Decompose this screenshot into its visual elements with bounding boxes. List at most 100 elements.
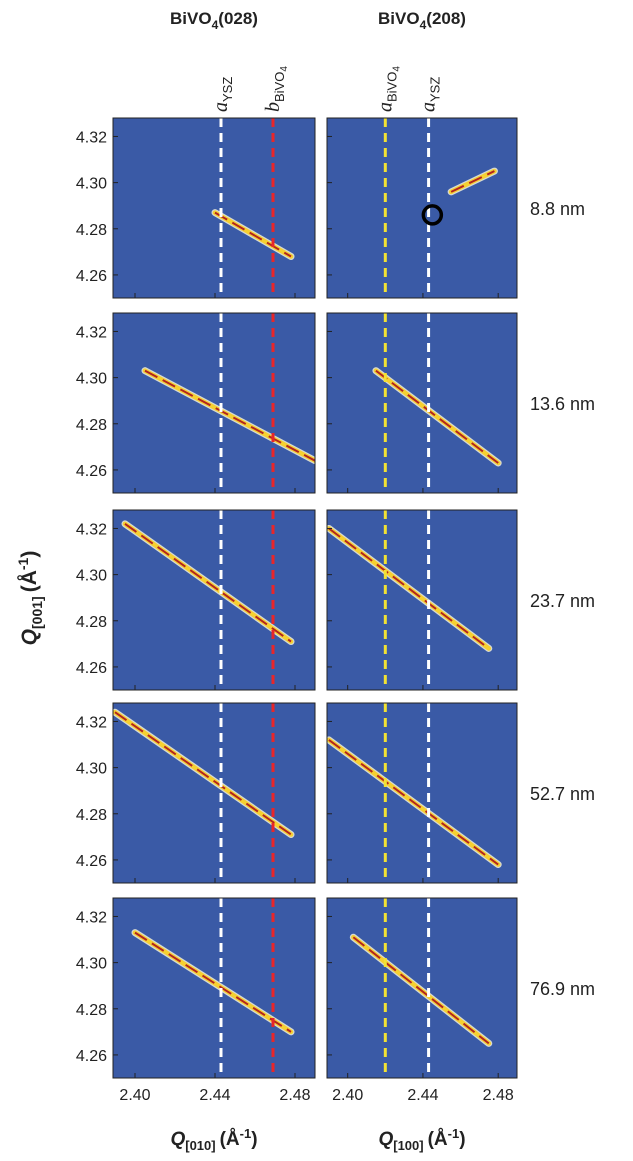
row-label: 8.8 nm [530,199,585,219]
y-tick-label: 4.32 [76,129,107,146]
ref-label: aYSZ [210,77,235,112]
ref-sub: YSZ [220,77,235,102]
panel [327,898,517,1078]
y-tick-label: 4.32 [76,909,107,926]
row-label: 23.7 nm [530,591,595,611]
streak-core [214,211,292,258]
title-sub: 4 [212,18,219,32]
panel-bg [113,898,315,1078]
y-tick-label: 4.26 [76,853,107,870]
x-tick-label: 2.40 [119,1087,150,1104]
panel-frame [326,117,518,299]
row-label: 52.7 nm [530,784,595,804]
ref-label: bBiVO4 [262,66,290,112]
panel-frame [326,509,518,691]
marker-circle [421,204,444,226]
panel [327,703,517,883]
streak-core [375,369,499,464]
ref-label: aBiVO4 [374,66,402,112]
panel-frame [112,897,316,1079]
label-sup: -1 [448,1126,460,1141]
y-tick-label: 4.30 [76,956,107,973]
label-sub: [010] [185,1138,215,1153]
panel [327,118,517,298]
ref-symbol: a [210,102,232,112]
panel-bg [113,313,315,493]
x-axis-label: Q[010] (Å-1) [170,1126,257,1153]
y-tick-label: 4.28 [76,1002,107,1019]
x-tick-label: 2.48 [279,1087,310,1104]
streak-core [134,931,292,1033]
x-axis-label: Q[100] (Å-1) [378,1126,465,1153]
label-end: ) [459,1129,465,1150]
panel [113,313,315,493]
y-tick-label: 4.30 [76,568,107,585]
y-tick-label: 4.30 [76,176,107,193]
y-tick-label: 4.28 [76,614,107,631]
panel-frame [326,897,518,1079]
streak-core [328,739,499,866]
panel [113,703,315,883]
panel [327,313,517,493]
label-unit: (Å [220,1129,240,1150]
ref-label: aYSZ [418,77,443,112]
y-tick-label: 4.26 [76,660,107,677]
label-main: Q [18,629,41,645]
y-tick-label: 4.26 [76,1048,107,1065]
x-tick-label: 2.44 [407,1087,438,1104]
label-sub: [100] [393,1138,423,1153]
y-tick-label: 4.32 [76,324,107,341]
x-tick-label: 2.44 [199,1087,230,1104]
column-title: BiVO4(028) [170,9,258,32]
ref-sub: BiVO [272,72,287,102]
panel-bg [113,118,315,298]
ref-symbol: a [418,102,440,112]
ref-sub: YSZ [428,77,443,102]
streak-core [328,527,490,650]
panel-frame [112,117,316,299]
x-tick-label: 2.40 [332,1087,363,1104]
streak-core [352,936,490,1045]
row-label: 13.6 nm [530,394,595,414]
title-sub: 4 [420,18,427,32]
y-axis-label: Q[001] (Å-1) [15,551,45,646]
title-rest: (028) [218,9,258,28]
y-tick-label: 4.30 [76,761,107,778]
label-sub: [001] [29,596,45,629]
streak-core [124,523,292,643]
label-end: ) [251,1129,257,1150]
title-main: BiVO [378,9,420,28]
y-tick-label: 4.30 [76,371,107,388]
label-main: Q [170,1129,185,1150]
ref-sub: BiVO [384,72,399,102]
y-tick-label: 4.28 [76,807,107,824]
streak-core [144,369,315,462]
panel-bg [327,118,517,298]
x-tick-label: 2.48 [483,1087,514,1104]
label-unit: (Å [17,570,41,592]
y-tick-label: 4.26 [76,463,107,480]
label-main: Q [378,1129,393,1150]
streak-core [114,711,292,836]
ref-subsub: 4 [279,66,290,72]
title-main: BiVO [170,9,212,28]
ref-subsub: 4 [391,66,402,72]
panel [113,510,315,690]
panel-frame [112,312,316,494]
panel-frame [326,702,518,884]
panel-frame [326,312,518,494]
y-tick-label: 4.28 [76,222,107,239]
streak-core [450,170,495,193]
y-tick-label: 4.26 [76,268,107,285]
label-sup: -1 [15,557,31,570]
y-tick-label: 4.32 [76,521,107,538]
panel-frame [112,702,316,884]
title-rest: (208) [426,9,466,28]
panel [113,118,315,298]
ref-symbol: b [262,102,284,112]
y-tick-label: 4.32 [76,714,107,731]
panel [113,898,315,1078]
panel-frame [112,509,316,691]
panel [327,510,517,690]
